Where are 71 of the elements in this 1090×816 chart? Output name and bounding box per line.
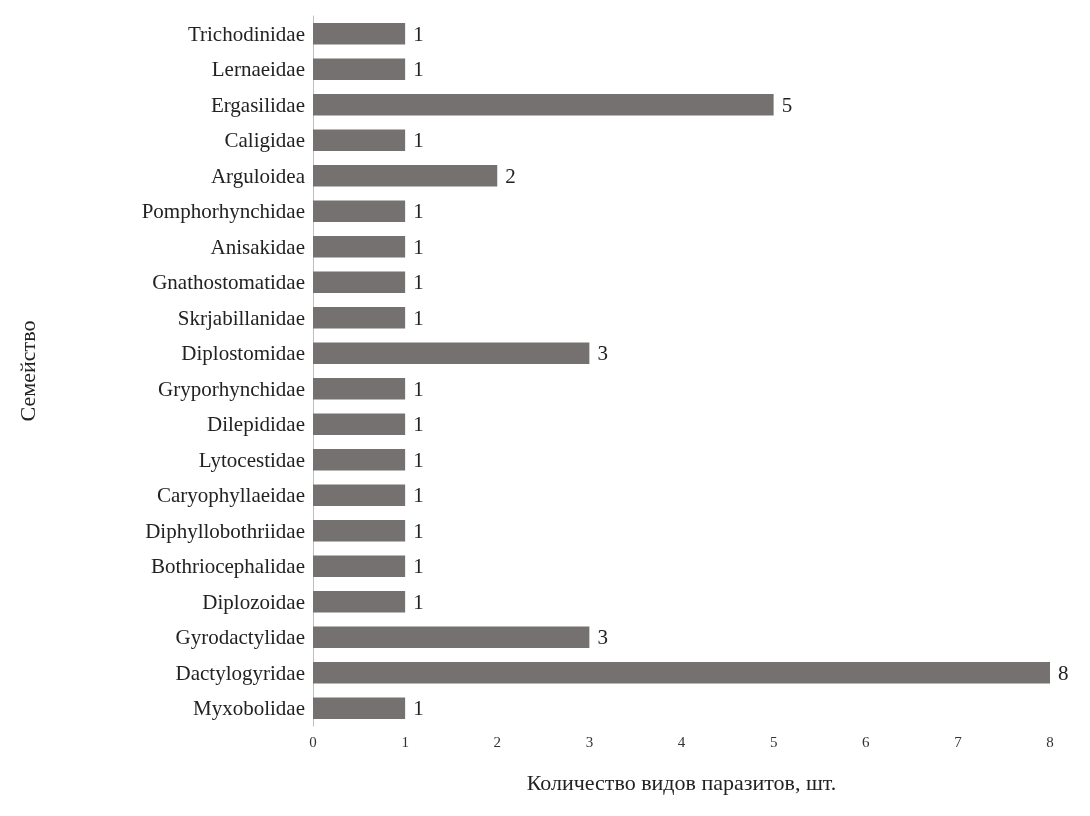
y-tick-label: Bothriocephalidae [151,554,305,579]
bar [313,413,406,435]
bar [313,662,1050,684]
y-tick-label: Gyrodactylidae [175,625,305,650]
data-label: 1 [413,518,424,543]
bar [313,484,406,506]
y-tick-label: Arguloidea [210,163,306,188]
bar [313,591,406,613]
y-tick-label: Diphyllobothriidae [145,518,305,543]
y-tick-label: Gnathostomatidae [152,270,305,295]
y-tick-label: Skrjabillanidae [177,305,305,330]
bar [313,697,406,719]
y-tick-label: Caryophyllaeidae [156,483,305,508]
y-tick-label: Diplozoidae [202,589,305,614]
x-tick-label: 2 [493,733,501,750]
y-tick-label: Dilepididae [207,412,305,437]
x-tick-label: 0 [309,733,317,750]
data-label: 5 [781,92,793,117]
data-label: 1 [413,270,424,295]
y-tick-label: Pomphorhynchidae [141,199,305,224]
data-label: 1 [413,305,424,330]
x-tick-label: 3 [585,733,594,750]
bar [313,165,498,187]
y-tick-label: Anisakidae [210,234,305,259]
data-label: 2 [505,163,516,188]
bar [313,200,406,222]
bar [313,626,590,648]
y-tick-label: Caligidae [224,128,305,153]
bar [313,23,406,45]
bar [313,94,774,116]
data-label: 1 [413,589,424,614]
data-label: 1 [413,57,424,82]
data-label: 1 [413,21,424,46]
data-label: 3 [597,625,608,650]
data-label: 1 [413,376,424,401]
y-axis-title: Семейство [14,320,40,422]
bar [313,58,406,80]
data-label: 1 [413,483,424,508]
bar [313,307,406,329]
bar [313,520,406,542]
x-tick-label: 1 [401,733,409,750]
y-tick-label: Lytocestidae [198,447,305,472]
y-tick-label: Ergasilidae [210,92,305,117]
bar [313,271,406,293]
data-label: 1 [413,199,424,224]
data-label: 1 [413,554,424,579]
y-tick-label: Myxobolidae [193,696,305,721]
x-axis-title: Количество видов паразитов, шт. [526,769,837,795]
data-label: 1 [413,128,424,153]
x-tick-label: 6 [862,733,870,750]
bar [313,378,406,400]
data-label: 3 [597,341,608,366]
data-label: 8 [1058,660,1069,685]
bar [313,342,590,364]
bar [313,555,406,577]
x-tick-label: 5 [769,733,778,750]
data-label: 1 [413,696,424,721]
x-tick-label: 8 [1046,733,1054,750]
bar [313,236,406,258]
bar [313,449,406,471]
data-label: 1 [413,412,424,437]
x-tick-label: 7 [954,733,963,750]
y-tick-label: Lernaeidae [211,57,305,82]
data-label: 1 [413,234,424,259]
y-tick-label: Trichodinidae [187,21,305,46]
x-tick-label: 4 [677,733,686,750]
y-tick-label: Diplostomidae [181,341,305,366]
y-tick-label: Gryporhynchidae [158,376,305,401]
bar [313,129,406,151]
data-label: 1 [413,447,424,472]
y-tick-label: Dactylogyridae [175,660,305,685]
